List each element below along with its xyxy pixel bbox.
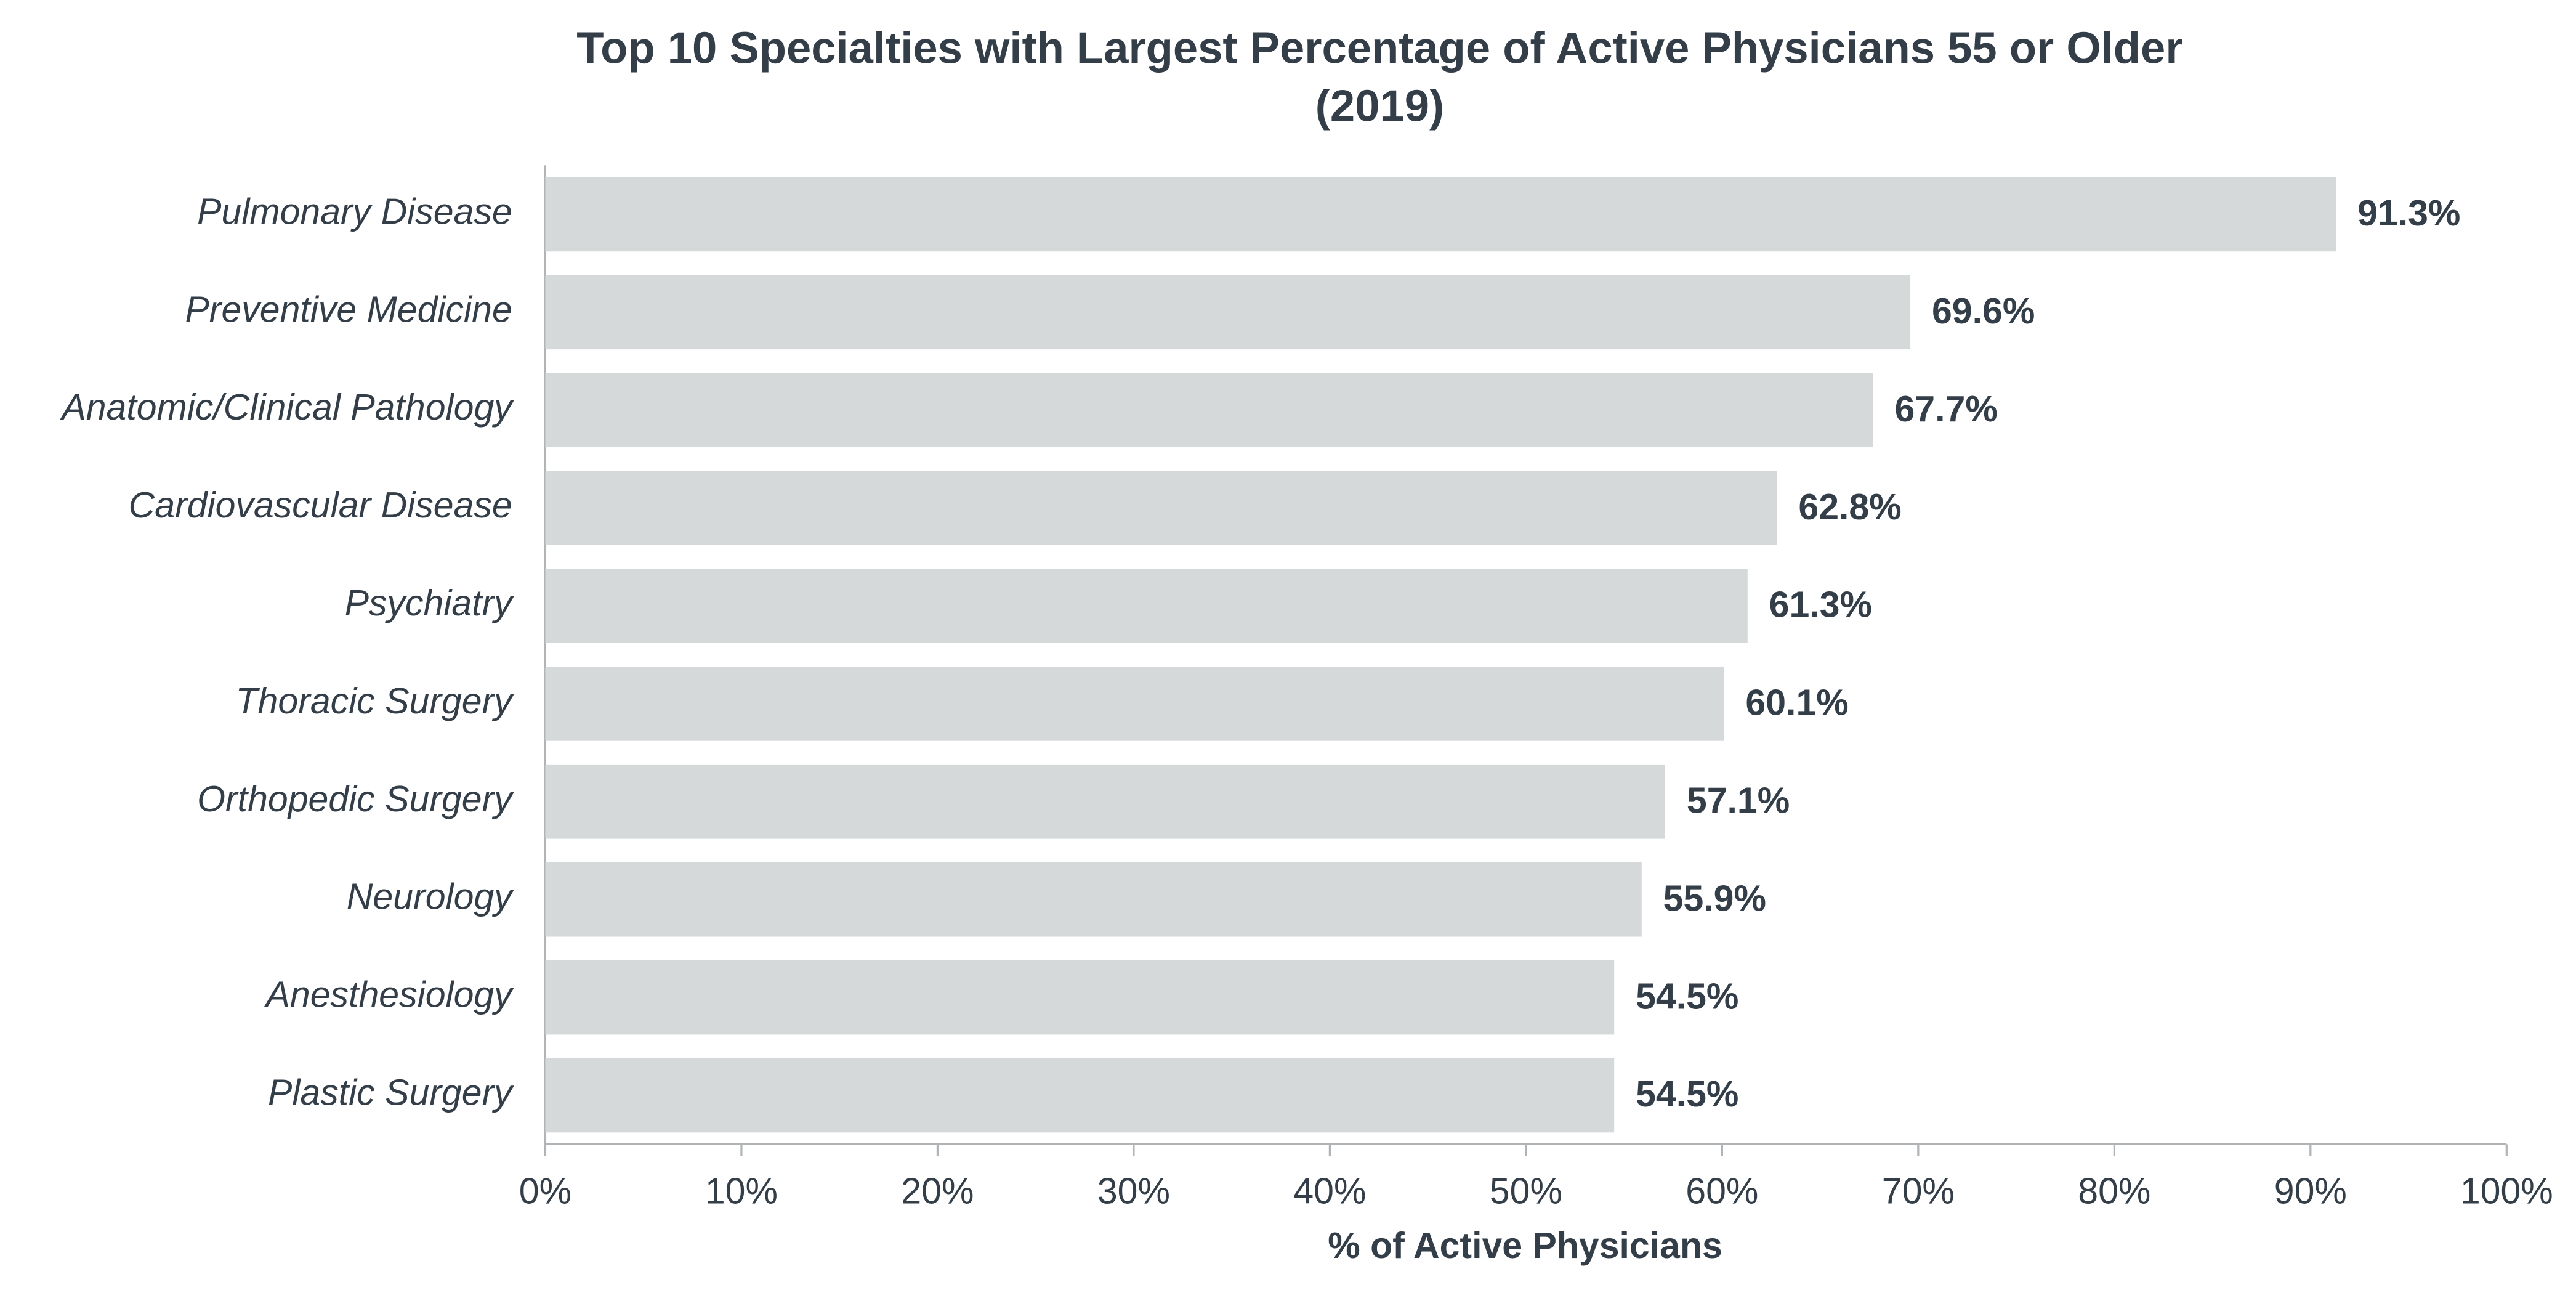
chart-subtitle: (2019) [1315, 81, 1444, 131]
x-tick-label: 80% [2078, 1170, 2150, 1211]
x-tick-label: 10% [705, 1170, 778, 1211]
x-tick-label: 20% [901, 1170, 974, 1211]
value-label: 55.9% [1663, 878, 1766, 919]
x-tick-label: 40% [1293, 1170, 1366, 1211]
value-label: 91.3% [2357, 193, 2460, 233]
value-label: 61.3% [1769, 585, 1872, 625]
bar [545, 862, 1642, 937]
y-tick-label: Anesthesiology [264, 975, 515, 1015]
y-tick-label: Cardiovascular Disease [129, 485, 512, 525]
y-tick-label: Plastic Surgery [268, 1073, 514, 1113]
value-label: 60.1% [1745, 683, 1848, 723]
bar [545, 569, 1748, 643]
bar [545, 666, 1724, 741]
bar [545, 471, 1777, 545]
x-tick-label: 70% [1882, 1170, 1955, 1211]
value-label: 54.5% [1636, 1074, 1738, 1114]
bar [545, 373, 1873, 448]
x-tick-label: 60% [1686, 1170, 1758, 1211]
y-tick-label: Neurology [347, 877, 514, 917]
value-label: 54.5% [1636, 976, 1738, 1016]
value-label: 62.8% [1798, 487, 1901, 527]
chart-title: Top 10 Specialties with Largest Percenta… [576, 23, 2182, 73]
bar [545, 960, 1615, 1035]
y-tick-label: Pulmonary Disease [197, 191, 512, 232]
x-tick-label: 50% [1490, 1170, 1562, 1211]
y-tick-label: Anatomic/Clinical Pathology [60, 387, 514, 428]
y-tick-label: Thoracic Surgery [236, 681, 515, 721]
bar [545, 177, 2336, 252]
x-axis-title: % of Active Physicians [1328, 1225, 1722, 1266]
x-tick-label: 0% [519, 1170, 571, 1211]
bar [545, 764, 1665, 839]
y-tick-label: Orthopedic Surgery [197, 779, 514, 819]
bar [545, 1058, 1615, 1133]
y-tick-label: Psychiatry [345, 583, 515, 623]
value-label: 57.1% [1687, 781, 1790, 821]
y-tick-label: Preventive Medicine [185, 289, 512, 330]
value-label: 67.7% [1894, 389, 1997, 429]
value-label: 69.6% [1932, 291, 2035, 331]
x-tick-label: 30% [1097, 1170, 1170, 1211]
bar [545, 275, 1911, 350]
x-tick-label: 100% [2460, 1170, 2553, 1211]
x-tick-label: 90% [2274, 1170, 2347, 1211]
